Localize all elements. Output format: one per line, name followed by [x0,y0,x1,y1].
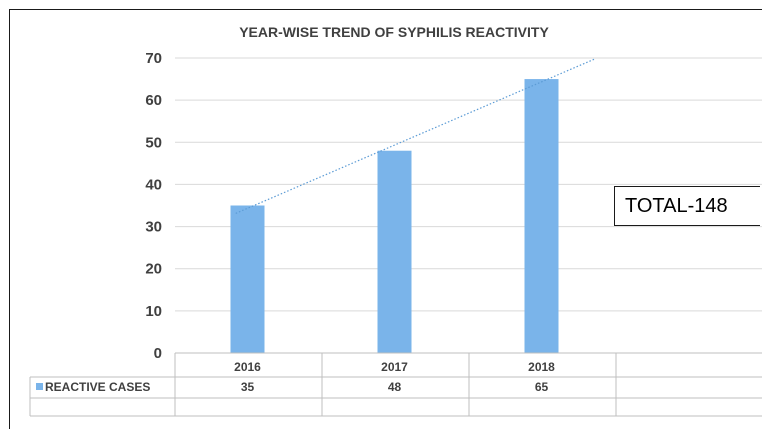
table-value-2017: 48 [388,380,402,394]
y-tick-label: 40 [145,176,162,193]
bars [230,79,559,354]
y-tick-label: 50 [145,134,162,151]
x-tick-label-2018: 2018 [528,360,555,374]
y-tick-label: 10 [145,303,162,320]
x-tick-label-2017: 2017 [381,360,408,374]
y-tick-label: 20 [145,261,162,278]
total-annotation: TOTAL-148 [614,186,760,226]
y-axis-ticks: 0 10 20 30 40 50 60 70 [145,50,162,362]
y-tick-label: 70 [145,50,162,67]
bar-2016 [230,205,265,353]
x-tick-label-2016: 2016 [234,360,261,374]
table-value-2018: 65 [535,380,549,394]
bar-2017 [377,150,412,353]
bar-2018 [524,79,559,354]
chart-title: YEAR-WISE TREND OF SYPHILIS REACTIVITY [239,24,549,40]
data-table: 2016 2017 2018 REACTIVE CASES 35 48 65 [29,352,762,417]
series-label: REACTIVE CASES [45,380,150,394]
y-tick-label: 0 [154,345,162,362]
y-tick-label: 30 [145,219,162,236]
legend-key [36,383,43,390]
y-tick-label: 60 [145,92,162,109]
table-value-2016: 35 [241,380,255,394]
